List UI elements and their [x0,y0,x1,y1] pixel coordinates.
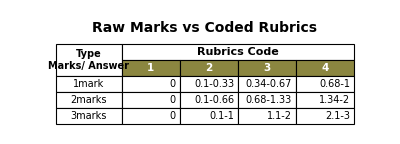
Text: 2.1-3: 2.1-3 [325,111,350,121]
Bar [180,92,238,108]
Text: 0.1-0.33: 0.1-0.33 [194,79,234,89]
Bar [238,108,296,124]
Text: 1.34-2: 1.34-2 [319,95,350,105]
Text: 2marks: 2marks [71,95,107,105]
Text: 1.1-2: 1.1-2 [267,111,292,121]
Bar [122,92,180,108]
Text: 2: 2 [205,63,212,73]
Text: Type
Marks/ Answer: Type Marks/ Answer [48,49,130,71]
Bar [180,76,238,92]
Bar [122,44,354,60]
Text: 0.34-0.67: 0.34-0.67 [246,79,292,89]
Text: 1: 1 [147,63,154,73]
Bar [180,60,238,76]
Bar [238,60,296,76]
Bar [238,92,296,108]
Bar [122,76,180,92]
Text: 0: 0 [170,79,176,89]
Text: 0.68-1: 0.68-1 [319,79,350,89]
Bar [122,60,180,76]
Text: 0: 0 [170,95,176,105]
Text: 0.1-1: 0.1-1 [209,111,234,121]
Text: 0: 0 [170,111,176,121]
Text: 4: 4 [321,63,328,73]
Bar [122,108,180,124]
Text: Raw Marks vs Coded Rubrics: Raw Marks vs Coded Rubrics [92,21,318,35]
Bar [238,76,296,92]
Text: 1mark: 1mark [73,79,104,89]
Text: 3: 3 [263,63,270,73]
Bar [296,60,354,76]
Text: 0.1-0.66: 0.1-0.66 [194,95,234,105]
Bar [296,108,354,124]
Bar [56,44,122,76]
Bar [56,92,122,108]
Text: 0.68-1.33: 0.68-1.33 [246,95,292,105]
Bar [56,76,122,92]
Bar [296,92,354,108]
Bar [296,76,354,92]
Text: 3marks: 3marks [71,111,107,121]
Bar [180,108,238,124]
Bar [56,108,122,124]
Text: Rubrics Code: Rubrics Code [197,47,279,57]
